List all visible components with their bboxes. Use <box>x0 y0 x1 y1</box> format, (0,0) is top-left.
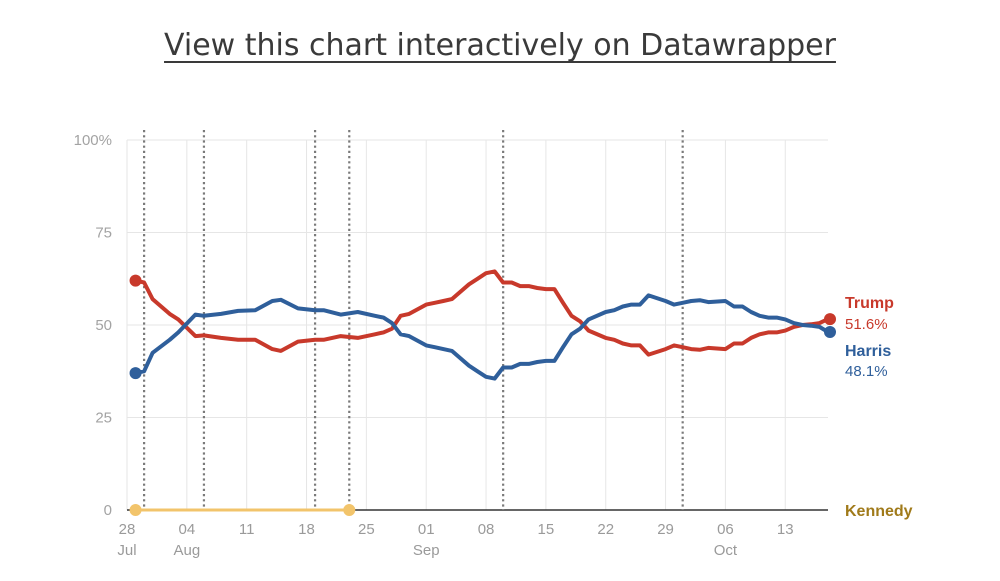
x-tick-month-label: Oct <box>714 542 738 559</box>
x-tick-label: 29 <box>657 521 674 538</box>
trump-name-label: Trump <box>845 295 894 312</box>
x-tick-label: 28 <box>119 521 136 538</box>
x-tick-label: 04 <box>178 521 195 538</box>
series-end-point-harris <box>824 326 836 339</box>
x-tick-month-label: Aug <box>173 542 200 559</box>
x-tick-label: 25 <box>358 521 375 538</box>
trump-value-label: 51.6% <box>845 316 888 333</box>
y-tick-label: 100% <box>74 132 112 149</box>
series-layer <box>129 269 836 516</box>
label-layer: Trump 51.6% Harris 48.1% Kennedy <box>845 295 913 520</box>
y-tick-label: 25 <box>95 410 112 427</box>
series-start-point-trump <box>129 274 142 287</box>
series-start-point-harris <box>129 367 142 380</box>
x-tick-label: 11 <box>239 521 255 538</box>
x-tick-label: 13 <box>777 521 794 538</box>
series-line-harris <box>133 293 830 381</box>
x-tick-label: 15 <box>538 521 555 538</box>
x-tick-month-label: Sep <box>413 542 440 559</box>
x-tick-label: 01 <box>418 521 435 538</box>
x-tick-month-label: Jul <box>117 542 136 559</box>
y-tick-label: 50 <box>95 317 112 334</box>
event-lines <box>142 130 684 510</box>
x-tick-label: 08 <box>478 521 495 538</box>
x-tick-label: 06 <box>717 521 734 538</box>
kennedy-name-label: Kennedy <box>845 503 913 520</box>
y-tick-label: 75 <box>95 225 112 242</box>
series-start-point-kennedy <box>129 504 142 516</box>
grid-layer: 0 25 50 75 100% 28 Jul 04 Aug 11 18 25 01 Sep 08 15 22 29… <box>74 132 828 559</box>
y-tick-label: 0 <box>104 502 112 519</box>
harris-value-label: 48.1% <box>845 363 888 380</box>
series-line-trump <box>133 269 830 357</box>
harris-name-label: Harris <box>845 343 891 360</box>
x-tick-label: 18 <box>298 521 315 538</box>
datawrapper-link[interactable]: View this chart interactively on Datawra… <box>164 28 836 63</box>
series-end-point-trump <box>824 313 836 326</box>
x-tick-label: 22 <box>597 521 614 538</box>
series-end-point-kennedy <box>343 504 356 516</box>
